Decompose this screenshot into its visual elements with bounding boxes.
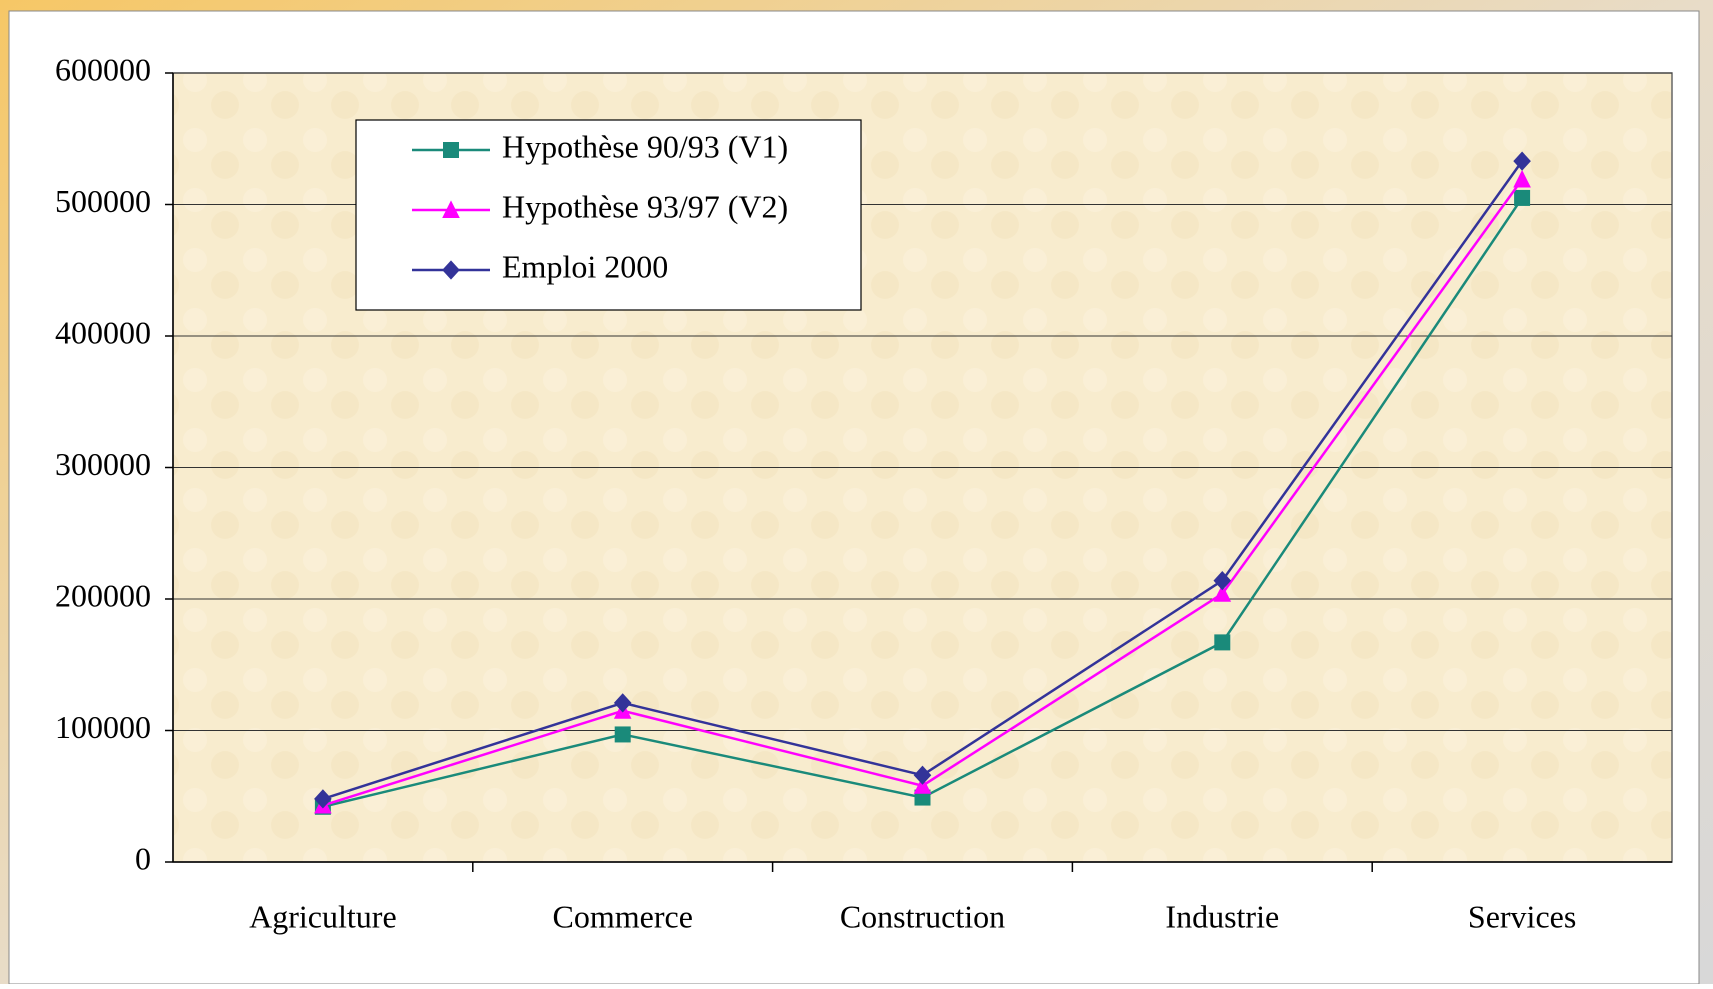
y-tick-label: 300000 xyxy=(55,446,151,482)
marker xyxy=(1513,169,1531,188)
marker xyxy=(442,260,460,280)
marker xyxy=(1513,151,1531,171)
marker xyxy=(442,200,460,218)
legend-box xyxy=(355,119,862,311)
marker xyxy=(1213,584,1232,602)
y-tick-label: 400000 xyxy=(55,314,151,350)
legend-label: Emploi 2000 xyxy=(502,248,668,284)
marker xyxy=(1213,570,1232,591)
marker xyxy=(443,142,459,158)
marker xyxy=(913,776,932,794)
y-tick-label: 100000 xyxy=(55,709,151,745)
legend-label: Hypothèse 93/97 (V2) xyxy=(502,188,788,224)
legend-label: Hypothèse 90/93 (V1) xyxy=(502,128,788,164)
y-tick-label: 600000 xyxy=(55,51,151,87)
x-tick-label: Industrie xyxy=(1165,898,1279,934)
x-tick-label: Agriculture xyxy=(249,898,397,934)
y-tick-label: 200000 xyxy=(55,577,151,613)
marker xyxy=(314,789,332,809)
y-tick-label: 500000 xyxy=(55,183,151,219)
marker xyxy=(613,693,632,713)
x-tick-label: Services xyxy=(1468,898,1576,934)
marker xyxy=(614,726,631,743)
marker xyxy=(1514,189,1531,206)
x-tick-label: Commerce xyxy=(553,898,693,934)
marker xyxy=(913,765,932,785)
y-tick-label: 0 xyxy=(135,840,151,876)
x-tick-label: Construction xyxy=(840,898,1005,934)
marker xyxy=(1214,634,1231,651)
